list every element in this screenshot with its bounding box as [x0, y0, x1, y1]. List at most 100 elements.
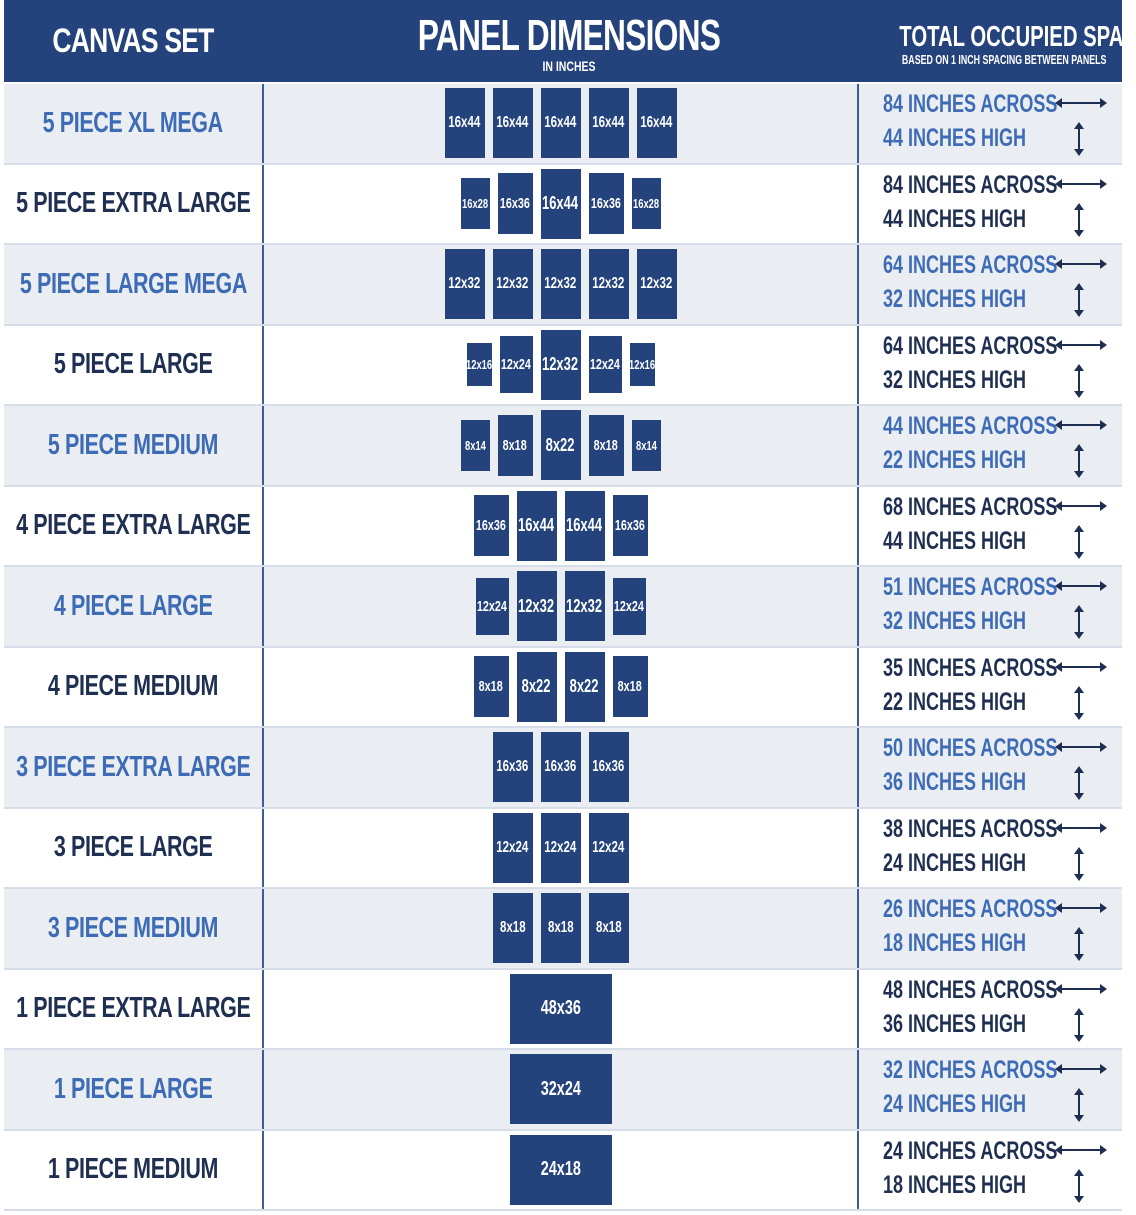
- total-space-cell: 64 INCHES ACROSS 32 INCHES HIGH: [859, 326, 1122, 405]
- double-arrow-vertical-icon: [1074, 524, 1084, 559]
- canvas-set-cell: 5 PIECE EXTRA LARGE: [4, 164, 264, 243]
- panel: 12x32: [588, 249, 629, 320]
- double-arrow-vertical-icon: [1074, 766, 1084, 800]
- canvas-set-cell: 3 PIECE MEDIUM: [4, 889, 264, 968]
- panel-size: 8x18: [547, 919, 574, 937]
- canvas-set-heading: CANVAS SET: [52, 21, 214, 60]
- panel: 16x44: [444, 88, 485, 159]
- panel-size: 12x24: [544, 838, 577, 856]
- double-arrow-horizontal-icon: [1055, 420, 1107, 430]
- table-body: 5 PIECE XL MEGA 16x44 16x44 16x44 16x44 16x44…: [4, 84, 1122, 1211]
- panel-size: 12x24: [476, 597, 508, 615]
- table-header: CANVAS SET PANEL DIMENSIONS IN INCHES TO…: [4, 0, 1136, 82]
- panel-size: 8x18: [499, 919, 526, 937]
- height-high: 36 INCHES HIGH: [883, 1009, 1027, 1038]
- panel-dimensions-cell: 32x24: [264, 1050, 859, 1129]
- panel-dimensions-cell: 8x14 8x18 8x22 8x18 8x14: [264, 406, 859, 485]
- height-high: 24 INCHES HIGH: [883, 1090, 1027, 1118]
- double-arrow-vertical-icon: [1074, 283, 1084, 317]
- panel: 16x44: [636, 88, 677, 159]
- table-row: 3 PIECE EXTRA LARGE 16x36 16x36 16x36 50 IN…: [4, 728, 1122, 809]
- panel-size: 12x16: [466, 357, 492, 373]
- panel: 16x44: [516, 490, 557, 561]
- panel-dimensions-cell: 16x36 16x44 16x44 16x36: [264, 486, 859, 565]
- double-arrow-vertical-icon: [1074, 846, 1084, 881]
- panel-size: 12x32: [542, 354, 579, 375]
- width-across: 84 INCHES ACROSS: [883, 170, 1058, 199]
- width-across: 38 INCHES ACROSS: [883, 814, 1058, 843]
- panel-size: 16x44: [448, 114, 481, 132]
- double-arrow-vertical-icon: [1074, 363, 1084, 398]
- panel: 8x14: [460, 419, 490, 471]
- panel-size: 8x18: [595, 919, 622, 937]
- total-space-cell: 84 INCHES ACROSS 44 INCHES HIGH: [859, 165, 1122, 244]
- total-space-cell: 68 INCHES ACROSS 44 INCHES HIGH: [859, 487, 1122, 566]
- panel: 16x36: [540, 732, 581, 803]
- total-space-cell: 35 INCHES ACROSS 22 INCHES HIGH: [859, 648, 1122, 727]
- canvas-set-name: 1 PIECE MEDIUM: [47, 1153, 219, 1186]
- table-row: 5 PIECE XL MEGA 16x44 16x44 16x44 16x44 16x44…: [4, 84, 1122, 165]
- total-space-cell: 51 INCHES ACROSS 32 INCHES HIGH: [859, 567, 1122, 646]
- panel-size: 16x44: [640, 114, 673, 132]
- canvas-set-cell: 3 PIECE EXTRA LARGE: [4, 728, 264, 807]
- width-across: 64 INCHES ACROSS: [883, 251, 1058, 279]
- double-arrow-horizontal-icon: [1055, 581, 1107, 591]
- table-row: 5 PIECE EXTRA LARGE 16x28 16x36 16x44 16x36 1…: [4, 164, 1122, 245]
- total-space-cell: 32 INCHES ACROSS 24 INCHES HIGH: [859, 1050, 1122, 1129]
- panel: 16x44: [492, 88, 533, 159]
- total-space-subtitle: BASED ON 1 INCH SPACING BETWEEN PANELS: [901, 52, 1107, 67]
- width-across: 35 INCHES ACROSS: [883, 653, 1058, 682]
- panel-size: 16x36: [614, 517, 646, 535]
- canvas-set-cell: 4 PIECE MEDIUM: [4, 647, 264, 726]
- panel-size: 16x28: [632, 196, 660, 212]
- width-across: 24 INCHES ACROSS: [883, 1136, 1058, 1165]
- double-arrow-vertical-icon: [1074, 1007, 1084, 1042]
- panel: 32x24: [509, 1054, 612, 1125]
- panel: 16x44: [588, 88, 629, 159]
- total-space-cell: 64 INCHES ACROSS 32 INCHES HIGH: [859, 245, 1122, 324]
- canvas-set-name: 1 PIECE EXTRA LARGE: [15, 992, 251, 1025]
- panel-size: 8x14: [464, 437, 486, 453]
- height-high: 44 INCHES HIGH: [883, 124, 1027, 152]
- panel-size: 8x14: [635, 437, 657, 453]
- panel-dimensions-cell: 16x36 16x36 16x36: [264, 728, 859, 807]
- panel-size: 12x32: [518, 595, 555, 616]
- panel-size: 48x36: [540, 997, 581, 1020]
- height-high: 22 INCHES HIGH: [883, 687, 1027, 716]
- panel-size: 16x44: [544, 114, 577, 132]
- height-high: 44 INCHES HIGH: [883, 204, 1027, 233]
- panel-dimensions-heading: PANEL DIMENSIONS IN INCHES: [304, 14, 834, 75]
- panel-size: 16x44: [592, 114, 625, 132]
- panel-size: 12x24: [613, 597, 645, 615]
- panel: 12x24: [540, 812, 581, 883]
- height-high: 32 INCHES HIGH: [883, 607, 1027, 635]
- width-across: 32 INCHES ACROSS: [883, 1056, 1058, 1084]
- table-row: 1 PIECE MEDIUM 24x18 24 INCHES ACROSS 18 …: [4, 1130, 1122, 1211]
- panel: 12x24: [612, 577, 646, 635]
- table-row: 4 PIECE LARGE 12x24 12x32 12x32 12x24 51 INC…: [4, 567, 1122, 648]
- panel-size: 8x18: [593, 436, 619, 454]
- panel-size: 12x32: [496, 275, 529, 293]
- panel: 16x44: [540, 88, 581, 159]
- panel-size: 32x24: [540, 1077, 581, 1100]
- panel-dimensions-cell: 48x36: [264, 969, 859, 1048]
- canvas-set-cell: 4 PIECE EXTRA LARGE: [4, 486, 264, 565]
- panel: 12x24: [588, 812, 629, 883]
- canvas-set-name: 5 PIECE LARGE MEGA: [19, 267, 247, 300]
- canvas-set-cell: 4 PIECE LARGE: [4, 567, 264, 646]
- panel-dimensions-cell: 12x24 12x24 12x24: [264, 808, 859, 887]
- panel-size: 16x36: [590, 195, 622, 213]
- canvas-set-cell: 5 PIECE LARGE: [4, 325, 264, 404]
- total-space-cell: 26 INCHES ACROSS 18 INCHES HIGH: [859, 889, 1122, 968]
- panel-size: 16x36: [544, 758, 577, 776]
- panel-size: 12x24: [500, 356, 532, 374]
- panel-size: 12x24: [589, 356, 621, 374]
- panel-size: 16x44: [566, 515, 603, 536]
- panel: 12x24: [499, 336, 533, 394]
- panel-size: 8x22: [546, 434, 575, 455]
- height-high: 18 INCHES HIGH: [883, 1170, 1027, 1199]
- panel: 12x32: [516, 571, 557, 642]
- total-space-cell: 48 INCHES ACROSS 36 INCHES HIGH: [859, 970, 1122, 1049]
- canvas-set-cell: 5 PIECE MEDIUM: [4, 406, 264, 485]
- height-high: 44 INCHES HIGH: [883, 526, 1027, 555]
